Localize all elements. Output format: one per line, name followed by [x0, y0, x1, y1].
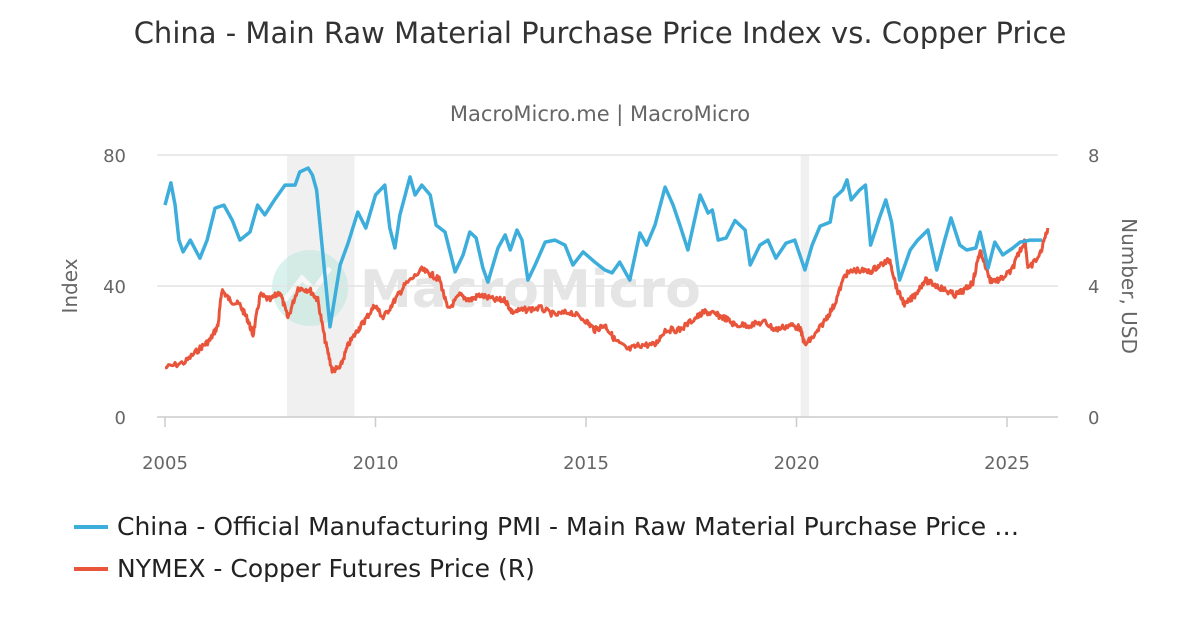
x-tick-label: 2005 [142, 453, 188, 474]
left-tick-label: 40 [103, 277, 126, 298]
legend-item-copper[interactable]: NYMEX - Copper Futures Price (R) [74, 554, 535, 583]
left-axis-label: Index [58, 258, 82, 313]
left-tick-label: 0 [115, 408, 126, 429]
legend-label-copper: NYMEX - Copper Futures Price (R) [117, 554, 535, 583]
legend-swatch-pmi [74, 524, 108, 529]
legend-item-pmi[interactable]: China - Official Manufacturing PMI - Mai… [74, 512, 1019, 541]
copper-price-line [164, 227, 1050, 374]
x-tick-label: 2010 [353, 453, 399, 474]
right-tick-label: 4 [1088, 277, 1099, 298]
right-tick-label: 8 [1088, 146, 1099, 167]
left-tick-label: 80 [103, 146, 126, 167]
chart-title: China - Main Raw Material Purchase Price… [133, 16, 1067, 50]
legend-swatch-copper [74, 566, 108, 571]
x-tick-label: 2025 [984, 453, 1030, 474]
legend-label-pmi: China - Official Manufacturing PMI - Mai… [117, 512, 1020, 541]
right-tick-label: 0 [1088, 408, 1099, 429]
right-axis-label: Number, USD [1117, 218, 1141, 354]
x-tick-label: 2015 [563, 453, 609, 474]
x-tick-label: 2020 [774, 453, 820, 474]
pmi-line [163, 166, 1042, 329]
chart-subtitle: MacroMicro.me | MacroMicro [449, 102, 751, 126]
